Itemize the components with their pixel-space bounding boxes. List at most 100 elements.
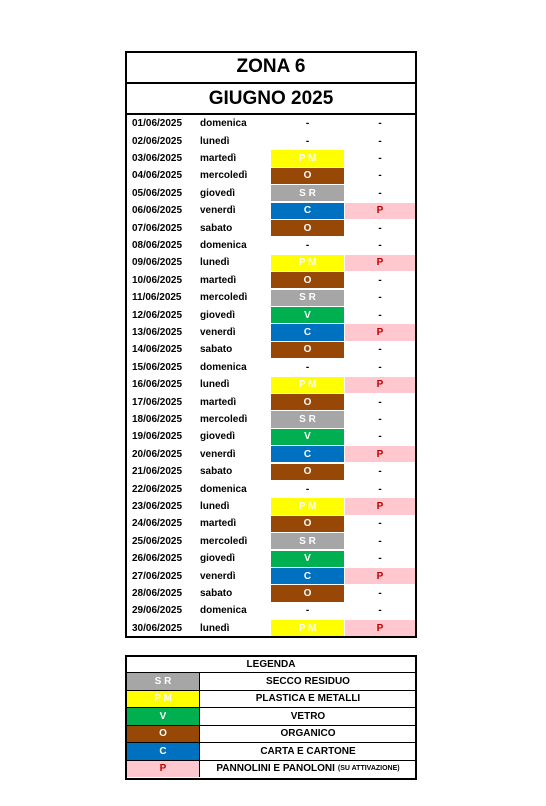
collection-code: - bbox=[378, 344, 382, 356]
collection-code: O bbox=[271, 515, 344, 533]
collection-code: - bbox=[378, 239, 382, 251]
title: ZONA 6 bbox=[236, 56, 306, 77]
weekday: martedì bbox=[200, 274, 237, 286]
collection-code: O bbox=[271, 585, 344, 602]
legend-sep bbox=[199, 673, 200, 690]
legend-sep bbox=[199, 743, 200, 760]
weekday: sabato bbox=[200, 466, 233, 478]
collection-code: P bbox=[345, 376, 415, 393]
date: 30/06/2025 bbox=[132, 622, 183, 634]
collection-code: V bbox=[271, 428, 344, 446]
date: 25/06/2025 bbox=[132, 535, 183, 547]
legend-label: ORGANICO bbox=[200, 726, 416, 743]
collection-code: P bbox=[345, 202, 415, 219]
collection-code: - bbox=[305, 135, 310, 147]
collection-code: O bbox=[271, 393, 344, 411]
weekday: domenica bbox=[200, 605, 247, 617]
legend-line bbox=[125, 689, 417, 691]
weekday: martedì bbox=[200, 518, 237, 530]
date: 10/06/2025 bbox=[132, 274, 183, 286]
date: 19/06/2025 bbox=[132, 431, 183, 443]
collection-code: - bbox=[305, 239, 310, 251]
collection-code: - bbox=[378, 152, 382, 164]
legend-label-text: PLASTICA E METALLI bbox=[255, 693, 361, 705]
weekday: venerdì bbox=[200, 326, 236, 338]
date: 14/06/2025 bbox=[132, 344, 183, 356]
date: 29/06/2025 bbox=[132, 605, 183, 617]
weekday: venerdì bbox=[200, 448, 236, 460]
date: 17/06/2025 bbox=[132, 396, 183, 408]
collection-code: O bbox=[271, 167, 344, 185]
date: 04/06/2025 bbox=[132, 170, 183, 182]
legend-label: PLASTICA E METALLI bbox=[200, 691, 416, 708]
weekday: lunedì bbox=[200, 257, 230, 269]
legend-sep bbox=[199, 725, 200, 742]
legend-line bbox=[125, 707, 417, 708]
collection-code: - bbox=[378, 274, 382, 286]
collection-code: P M bbox=[271, 254, 344, 272]
legend-label-text: CARTA E CARTONE bbox=[260, 745, 356, 757]
weekday: lunedì bbox=[200, 500, 230, 512]
date: 27/06/2025 bbox=[132, 570, 183, 582]
legend-sep bbox=[199, 760, 200, 777]
collection-code: - bbox=[378, 396, 382, 408]
collection-code: S R bbox=[271, 533, 344, 550]
collection-code: S R bbox=[271, 411, 344, 428]
collection-code: - bbox=[378, 466, 382, 478]
date: 03/06/2025 bbox=[132, 152, 183, 164]
date: 06/06/2025 bbox=[132, 205, 183, 217]
date: 01/06/2025 bbox=[132, 118, 183, 130]
legend-label: CARTA E CARTONE bbox=[200, 743, 416, 760]
date: 26/06/2025 bbox=[132, 553, 183, 565]
weekday: venerdì bbox=[200, 205, 236, 217]
weekday: giovedì bbox=[200, 553, 236, 565]
collection-code: S R bbox=[271, 289, 344, 306]
weekday: domenica bbox=[200, 361, 247, 373]
weekday: martedì bbox=[200, 396, 237, 408]
collection-code: P bbox=[345, 324, 415, 341]
date: 07/06/2025 bbox=[132, 222, 183, 234]
weekday: mercoledì bbox=[200, 170, 248, 182]
collection-code: P bbox=[345, 567, 415, 585]
weekday: lunedì bbox=[200, 135, 230, 147]
date: 02/06/2025 bbox=[132, 135, 183, 147]
legend-line bbox=[125, 742, 417, 743]
collection-code: P bbox=[345, 620, 415, 637]
legend-frame bbox=[125, 655, 417, 780]
schedule-frame bbox=[125, 51, 417, 638]
date: 05/06/2025 bbox=[132, 187, 183, 199]
legend-line bbox=[125, 672, 417, 673]
legend-line bbox=[125, 759, 417, 761]
date: 15/06/2025 bbox=[132, 361, 183, 373]
collection-code: - bbox=[378, 118, 382, 130]
legend-note: (SU ATTIVAZIONE) bbox=[337, 765, 400, 773]
collection-code: V bbox=[271, 550, 344, 567]
weekday: domenica bbox=[200, 483, 247, 495]
legend-code: C bbox=[127, 743, 199, 760]
date: 28/06/2025 bbox=[132, 587, 183, 599]
divider bbox=[125, 82, 417, 84]
weekday: venerdì bbox=[200, 570, 236, 582]
collection-code: O bbox=[271, 341, 344, 359]
legend-code: S R bbox=[127, 673, 199, 690]
date: 13/06/2025 bbox=[132, 326, 183, 338]
legend-label-text: ORGANICO bbox=[280, 728, 336, 740]
collection-code: O bbox=[271, 463, 344, 480]
collection-code: - bbox=[305, 605, 310, 617]
date: 21/06/2025 bbox=[132, 466, 183, 478]
date: 16/06/2025 bbox=[132, 379, 183, 391]
collection-code: P bbox=[345, 498, 415, 515]
date: 23/06/2025 bbox=[132, 500, 183, 512]
weekday: sabato bbox=[200, 222, 233, 234]
date: 09/06/2025 bbox=[132, 257, 183, 269]
date: 18/06/2025 bbox=[132, 413, 183, 425]
date: 12/06/2025 bbox=[132, 309, 183, 321]
collection-code: - bbox=[378, 309, 382, 321]
collection-code: - bbox=[378, 518, 382, 530]
collection-code: O bbox=[271, 219, 344, 237]
weekday: domenica bbox=[200, 118, 247, 130]
collection-code: V bbox=[271, 306, 344, 324]
subtitle: GIUGNO 2025 bbox=[208, 87, 334, 109]
weekday: domenica bbox=[200, 239, 247, 251]
collection-code: P bbox=[345, 254, 415, 272]
